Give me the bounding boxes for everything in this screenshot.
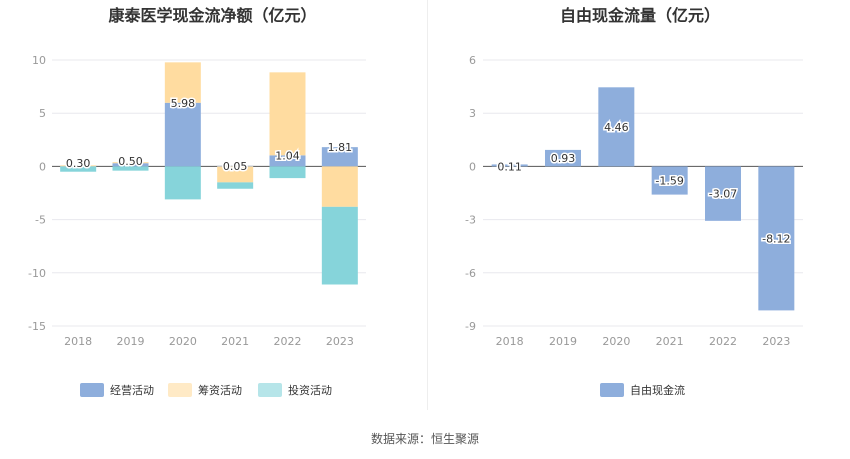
fcf-x-tick-label: 2023 bbox=[762, 335, 790, 348]
cashflow-data-label: 5.98 bbox=[171, 97, 196, 110]
fcf-y-tick-label: -3 bbox=[465, 214, 476, 227]
right-chart-title: 自由现金流量（亿元） bbox=[559, 6, 720, 25]
fcf-bar-2018-自由现金流[interactable] bbox=[491, 164, 528, 167]
cashflow-x-tick-label: 2023 bbox=[326, 335, 354, 348]
data-source: 数据来源：恒生聚源 bbox=[370, 432, 479, 446]
cashflow-bar-2019-筹资活动[interactable] bbox=[112, 162, 149, 164]
fcf-data-label: -3.07 bbox=[709, 188, 737, 201]
fcf-x-tick-label: 2022 bbox=[709, 335, 737, 348]
cashflow-bar-2018-经营活动[interactable] bbox=[60, 165, 97, 167]
fcf-legend-label[interactable]: 自由现金流 bbox=[630, 383, 685, 397]
cashflow-bar-2023-经营活动[interactable] bbox=[321, 147, 358, 167]
cashflow-bar-2020-投资活动[interactable] bbox=[164, 166, 201, 200]
cashflow-legend-label[interactable]: 投资活动 bbox=[288, 383, 332, 397]
cashflow-data-label: 0.30 bbox=[66, 157, 91, 170]
fcf-data-label: -8.12 bbox=[762, 232, 790, 245]
cashflow-bar-2021-经营活动[interactable] bbox=[217, 165, 254, 167]
cashflow-legend-swatch[interactable] bbox=[168, 383, 192, 397]
fcf-x-tick-label: 2018 bbox=[496, 335, 524, 348]
cashflow-x-tick-label: 2021 bbox=[221, 335, 249, 348]
cashflow-data-label: 1.04 bbox=[275, 149, 300, 162]
cashflow-x-tick-label: 2019 bbox=[117, 335, 145, 348]
cashflow-bar-2021-筹资活动[interactable] bbox=[217, 166, 254, 183]
cashflow-bar-2023-筹资活动[interactable] bbox=[321, 166, 358, 207]
cashflow-legend-swatch[interactable] bbox=[80, 383, 104, 397]
cashflow-bar-2019-经营活动[interactable] bbox=[112, 163, 149, 167]
cashflow-y-tick-label: 0 bbox=[39, 160, 46, 173]
cashflow-y-tick-label: 10 bbox=[32, 54, 46, 67]
cashflow-bar-2020-经营活动[interactable] bbox=[164, 102, 201, 167]
fcf-x-tick-label: 2020 bbox=[602, 335, 630, 348]
cashflow-bar-2020-筹资活动[interactable] bbox=[164, 62, 201, 103]
cashflow-bar-2021-投资活动[interactable] bbox=[217, 182, 254, 189]
cashflow-x-tick-label: 2018 bbox=[64, 335, 92, 348]
fcf-bar-2022-自由现金流[interactable] bbox=[705, 166, 741, 221]
fcf-y-tick-label: -6 bbox=[465, 267, 476, 280]
cashflow-bar-2023-投资活动[interactable] bbox=[321, 206, 358, 285]
fcf-bar-2021-自由现金流[interactable] bbox=[651, 166, 688, 195]
left-chart-title: 康泰医学现金流净额（亿元） bbox=[108, 6, 317, 25]
cashflow-y-tick-label: -15 bbox=[28, 320, 46, 333]
cashflow-bar-2022-筹资活动[interactable] bbox=[269, 72, 306, 156]
cashflow-bar-2018-筹资活动[interactable] bbox=[60, 165, 97, 167]
fcf-data-label: 0.93 bbox=[551, 152, 576, 165]
fcf-y-tick-label: 0 bbox=[469, 160, 476, 173]
fcf-bar-2023-自由现金流[interactable] bbox=[758, 166, 795, 311]
cashflow-legend-label[interactable]: 筹资活动 bbox=[198, 383, 242, 397]
cashflow-y-tick-label: 5 bbox=[39, 107, 46, 120]
cashflow-bar-2018-投资活动[interactable] bbox=[60, 166, 97, 172]
fcf-y-tick-label: 3 bbox=[469, 107, 476, 120]
chart-divider bbox=[427, 0, 428, 410]
fcf-y-tick-label: 6 bbox=[469, 54, 476, 67]
fcf-x-tick-label: 2021 bbox=[656, 335, 684, 348]
fcf-y-tick-label: -9 bbox=[465, 320, 476, 333]
fcf-bar-2019-自由现金流[interactable] bbox=[545, 149, 581, 167]
cashflow-data-label: 1.81 bbox=[328, 141, 353, 154]
fcf-data-label: 4.46 bbox=[604, 121, 629, 134]
cashflow-x-tick-label: 2020 bbox=[169, 335, 197, 348]
cashflow-y-tick-label: -10 bbox=[28, 267, 46, 280]
fcf-x-tick-label: 2019 bbox=[549, 335, 577, 348]
cashflow-data-label: 0.50 bbox=[118, 155, 143, 168]
fcf-bar-2020-自由现金流[interactable] bbox=[598, 87, 635, 167]
fcf-data-label: 0.11 bbox=[497, 160, 522, 173]
fcf-data-label: -1.59 bbox=[655, 174, 683, 187]
cashflow-bar-2022-经营活动[interactable] bbox=[269, 155, 306, 167]
fcf-legend-swatch[interactable] bbox=[600, 383, 624, 397]
cashflow-x-tick-label: 2022 bbox=[274, 335, 302, 348]
cashflow-legend-swatch[interactable] bbox=[258, 383, 282, 397]
cashflow-bar-2019-投资活动[interactable] bbox=[112, 166, 149, 171]
cashflow-y-tick-label: -5 bbox=[35, 214, 46, 227]
cashflow-data-label: 0.05 bbox=[223, 160, 248, 173]
cashflow-bar-2022-投资活动[interactable] bbox=[269, 166, 306, 179]
cashflow-legend-label[interactable]: 经营活动 bbox=[110, 383, 154, 397]
